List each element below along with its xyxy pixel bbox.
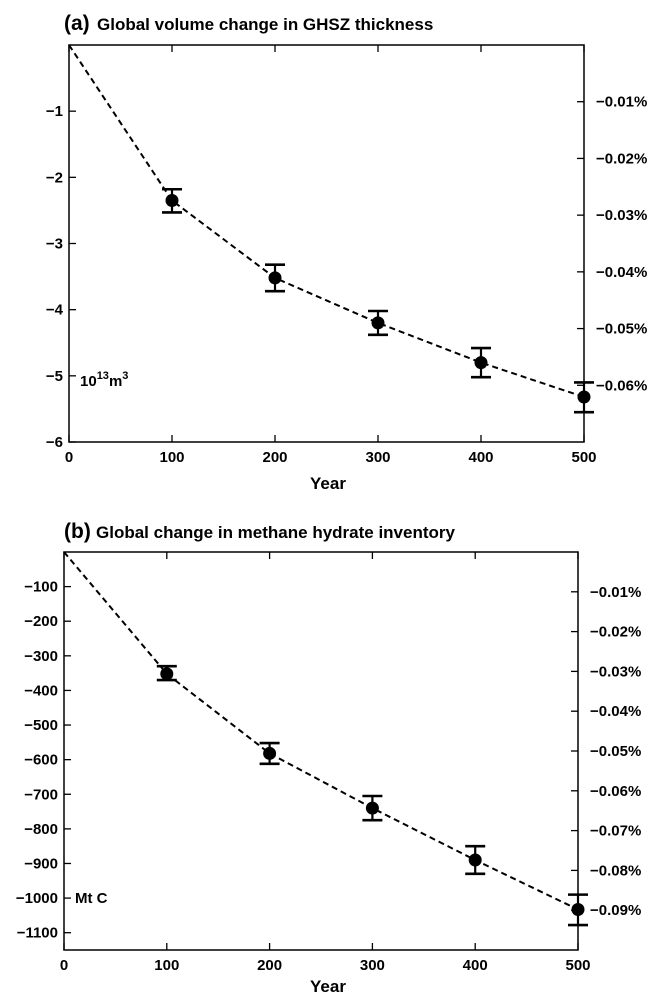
panel-b-right-y-tick-label: −0.05%: [590, 743, 641, 760]
panel-b-plot-frame: [63, 551, 579, 951]
panel-b-x-tick-label: 100: [154, 957, 179, 974]
panel-a-unit-exp2: 3: [122, 370, 128, 382]
panel-b-x-tick-label: 200: [257, 957, 282, 974]
panel-b-right-y-tick-label: −0.07%: [590, 823, 641, 840]
panel-a-x-tick-label: 400: [468, 449, 493, 466]
panel-a-data-point: [371, 316, 385, 330]
panel-a-x-tick-label: 0: [65, 449, 73, 466]
panel-a-unit-base: 10: [80, 373, 97, 390]
panel-b-y-tick-label: −700: [24, 786, 58, 803]
panel-a-x-axis-title: Year: [310, 474, 346, 493]
panel-b-series-line: [63, 551, 579, 911]
panel-b-right-y-tick-label: −0.02%: [590, 624, 641, 641]
panel-b-unit-label: Mt C: [75, 890, 108, 907]
panel-a-unit-mid: m: [109, 373, 122, 390]
panel-b-y-tick-label: −1000: [16, 890, 58, 907]
panel-a-x-tick-label: 300: [365, 449, 390, 466]
panel-a-right-y-tick-label: −0.04%: [596, 264, 647, 281]
panel-a-data-point: [268, 271, 282, 285]
panel-a-right-y-tick-label: −0.02%: [596, 150, 647, 167]
panel-b-y-tick-label: −500: [24, 717, 58, 734]
panel-a-x-tick-label: 500: [571, 449, 596, 466]
panel-b-letter: (b): [64, 520, 91, 543]
panel-b-data-point: [160, 667, 174, 681]
panel-b-right-y-tick-label: −0.08%: [590, 862, 641, 879]
panel-a-series-line: [68, 44, 585, 398]
panel-b-right-y-tick-label: −0.03%: [590, 663, 641, 680]
panel-a-y-tick-label: −1: [46, 103, 63, 120]
panel-b-x-tick-label: 300: [360, 957, 385, 974]
panel-b-data-point: [571, 903, 585, 917]
panel-b-y-tick-label: −100: [24, 579, 58, 596]
panel-a-letter: (a): [64, 12, 90, 35]
panel-b-y-tick-label: −300: [24, 648, 58, 665]
panel-a-data-point: [165, 193, 179, 207]
panel-a-right-y-tick-label: −0.01%: [596, 94, 647, 111]
panel-b-right-y-tick-label: −0.04%: [590, 703, 641, 720]
panel-a-x-tick-label: 100: [159, 449, 184, 466]
panel-b-y-tick-label: −400: [24, 682, 58, 699]
panel-b-title: Global change in methane hydrate invento…: [96, 523, 456, 542]
panel-b-y-tick-label: −1100: [17, 925, 58, 942]
panel-b-data-point: [468, 853, 482, 867]
panel-b-x-axis-title: Year: [310, 977, 346, 995]
panel-a-unit-label: 1013m3: [80, 370, 128, 390]
panel-b-x-tick-label: 0: [60, 957, 68, 974]
panel-b-x-tick-label: 500: [565, 957, 590, 974]
panel-b-x-tick-label: 400: [463, 957, 488, 974]
panel-a-y-tick-label: −4: [46, 302, 64, 319]
panel-a-title: Global volume change in GHSZ thickness: [97, 15, 433, 34]
panel-a-unit-exp1: 13: [97, 370, 109, 382]
panel-a-data-point: [577, 390, 591, 404]
panel-b-data-point: [263, 746, 277, 760]
panel-a-right-y-tick-label: −0.05%: [596, 321, 647, 338]
panel-a-plot-frame: [68, 44, 585, 443]
panel-b-y-tick-label: −200: [24, 613, 58, 630]
panel-a-y-tick-label: −3: [46, 236, 63, 253]
panel-a-y-tick-label: −2: [46, 169, 63, 186]
panel-a: (a) Global volume change in GHSZ thickne…: [46, 12, 647, 493]
panel-a-right-y-tick-label: −0.03%: [596, 207, 647, 224]
panel-b-y-tick-label: −800: [24, 821, 58, 838]
panel-a-data-point: [474, 356, 488, 370]
panel-b-y-tick-label: −900: [24, 855, 58, 872]
panel-b: (b) Global change in methane hydrate inv…: [16, 520, 641, 995]
panel-a-y-tick-label: −6: [46, 434, 63, 451]
panel-a-y-tick-label: −5: [46, 368, 63, 385]
panel-b-right-y-tick-label: −0.06%: [590, 783, 641, 800]
panel-b-y-tick-label: −600: [24, 752, 58, 769]
panel-a-x-tick-label: 200: [262, 449, 287, 466]
panel-a-right-y-tick-label: −0.06%: [596, 377, 647, 394]
panel-b-right-y-tick-label: −0.09%: [590, 902, 641, 919]
panel-b-data-point: [365, 801, 379, 815]
panel-b-right-y-tick-label: −0.01%: [590, 584, 641, 601]
